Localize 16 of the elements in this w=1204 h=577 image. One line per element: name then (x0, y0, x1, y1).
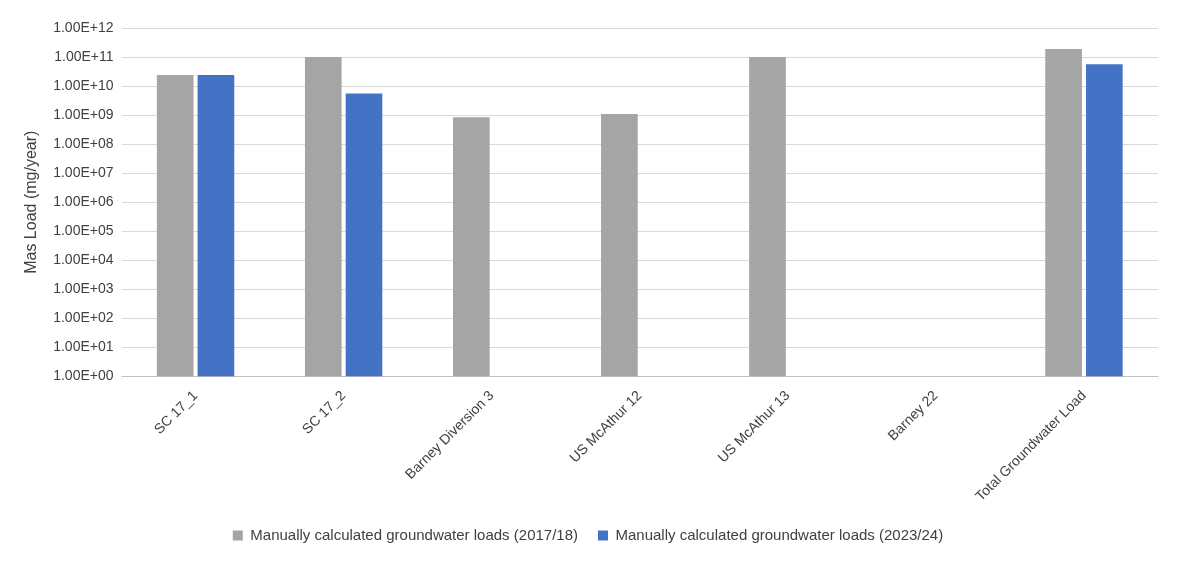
y-tick-label: 1.00E+07 (53, 164, 114, 181)
y-tick-label: 1.00E+02 (53, 309, 114, 326)
y-tick-label: 1.00E+05 (53, 222, 114, 239)
y-tick-label: 1.00E+03 (53, 280, 114, 297)
y-tick-label: 1.00E+06 (53, 193, 114, 210)
y-tick-label: 1.00E+08 (53, 135, 114, 152)
legend-label: Manually calculated groundwater loads (2017/18) (250, 525, 578, 543)
y-tick-label: 1.00E+10 (53, 76, 114, 93)
legend-label: Manually calculated groundwater loads (2023/24) (615, 525, 944, 543)
y-tick-label: 1.00E+11 (54, 47, 114, 64)
y-tick-label: 1.00E+12 (53, 18, 114, 35)
y-tick-label: 1.00E+00 (53, 367, 114, 384)
y-axis-title: Mas Load (mg/year) (22, 130, 40, 274)
y-tick-label: 1.00E+09 (53, 105, 114, 122)
y-tick-label: 1.00E+04 (53, 251, 114, 268)
y-tick-label: 1.00E+01 (53, 338, 114, 355)
